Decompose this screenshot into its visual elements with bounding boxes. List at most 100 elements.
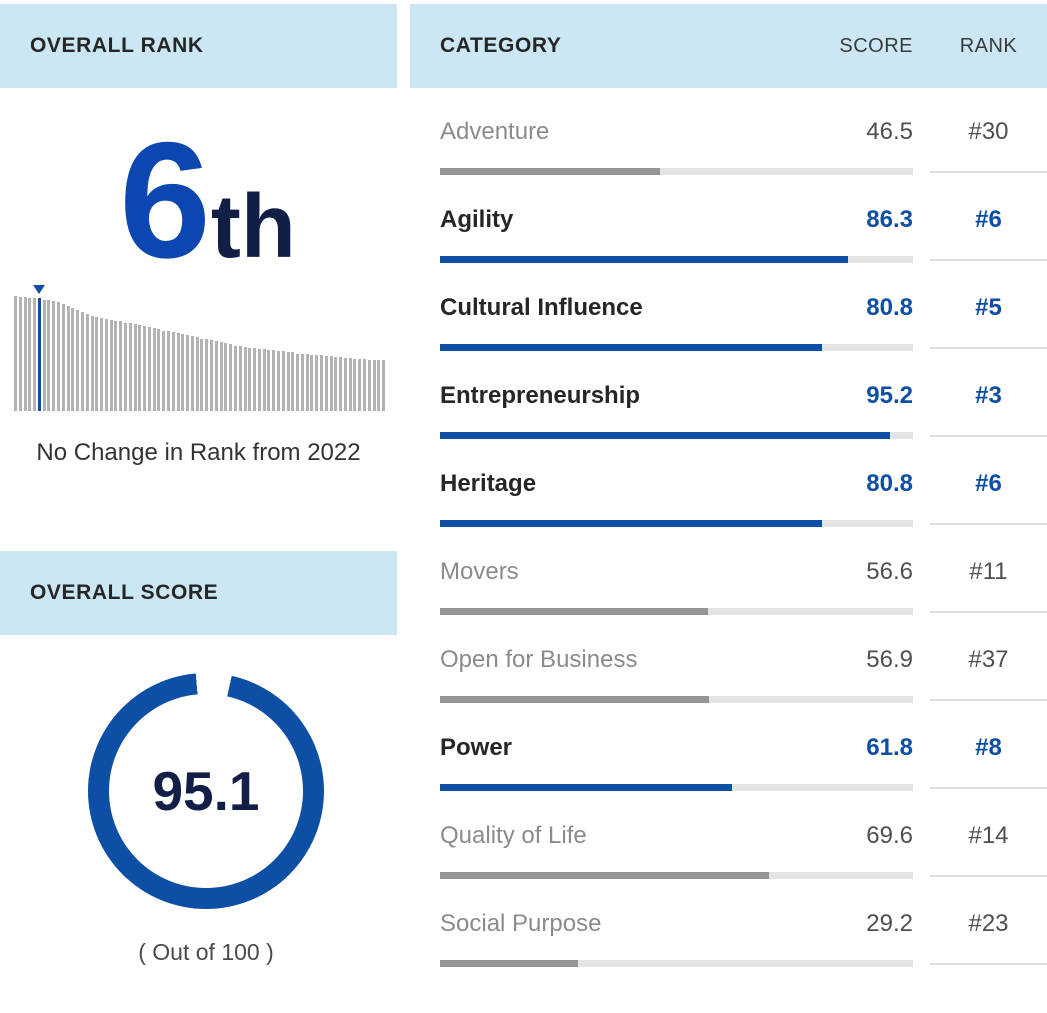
rank-bar <box>200 338 204 411</box>
category-rank-value: #3 <box>975 382 1002 409</box>
rank-bar <box>224 343 228 411</box>
category-label: Cultural Influence <box>440 294 643 321</box>
rank-bar <box>358 359 362 411</box>
category-row: Power 61.8 #8 <box>410 704 1047 792</box>
category-cell: Agility 86.3 <box>440 176 913 263</box>
category-cell: Cultural Influence 80.8 <box>440 264 913 351</box>
rank-cell: #6 <box>930 440 1047 525</box>
rank-cell: #37 <box>930 616 1047 701</box>
category-rank-value: #14 <box>968 822 1009 849</box>
rank-bar <box>257 348 261 411</box>
rank-bar <box>18 297 22 411</box>
rank-bar <box>343 358 347 411</box>
score-bar-fill <box>440 960 579 967</box>
score-bar-track <box>440 784 913 791</box>
score-donut-chart: 95.1 <box>88 673 324 909</box>
category-row: Quality of Life 69.6 #14 <box>410 792 1047 880</box>
rank-cell: #8 <box>930 704 1047 789</box>
score-bar-fill <box>440 344 823 351</box>
rank-bar <box>190 336 194 411</box>
rank-bar <box>219 342 223 411</box>
rank-bar <box>348 358 352 411</box>
rank-bar <box>248 347 252 411</box>
category-line: Quality of Life 69.6 <box>440 822 913 850</box>
rank-bar <box>143 325 147 411</box>
category-cell: Adventure 46.5 <box>440 88 913 175</box>
score-bar-track <box>440 696 913 703</box>
rank-bar <box>47 299 51 411</box>
rank-bar <box>100 317 104 411</box>
score-bar-track <box>440 344 913 351</box>
category-label: Movers <box>440 558 519 585</box>
rank-bar <box>128 322 132 411</box>
overall-rank-display: 6 th <box>0 118 397 283</box>
category-cell: Heritage 80.8 <box>440 440 913 527</box>
rank-bar <box>109 320 113 411</box>
category-label: Adventure <box>440 118 550 145</box>
rank-underline <box>930 347 1047 349</box>
rank-cell: #3 <box>930 352 1047 437</box>
rank-bar <box>119 321 123 411</box>
rank-bar <box>167 330 170 411</box>
rank-bar <box>276 351 280 411</box>
rank-bar <box>372 360 376 411</box>
rank-underline <box>930 787 1047 789</box>
rank-bar <box>147 327 151 411</box>
rank-cell: #11 <box>930 528 1047 613</box>
category-table-header: CATEGORY SCORE RANK <box>410 4 1047 88</box>
category-rank-value: #11 <box>969 558 1008 585</box>
overall-score-value: 95.1 <box>152 760 260 822</box>
category-line: Cultural Influence 80.8 <box>440 294 913 322</box>
rank-bar <box>162 330 166 411</box>
category-line: Social Purpose 29.2 <box>440 910 913 938</box>
score-bar-fill <box>440 872 770 879</box>
rank-cell: #14 <box>930 792 1047 877</box>
category-cell: Social Purpose 29.2 <box>440 880 913 967</box>
category-line: Movers 56.6 <box>440 558 913 586</box>
category-column-header: CATEGORY <box>440 34 562 57</box>
category-panel: CATEGORY SCORE RANK Adventure 46.5 #30 A… <box>410 0 1047 968</box>
score-bar-track <box>440 432 913 439</box>
score-column-header: SCORE <box>839 35 913 57</box>
score-bar-track <box>440 960 913 967</box>
category-rank-value: #5 <box>975 294 1002 321</box>
category-row: Social Purpose 29.2 #23 <box>410 880 1047 968</box>
rank-distribution-chart <box>14 285 386 411</box>
category-row: Open for Business 56.9 #37 <box>410 616 1047 704</box>
rank-bar <box>233 345 237 411</box>
category-score-value: 80.8 <box>866 294 913 321</box>
rank-bar <box>281 351 285 411</box>
rank-bar <box>210 339 214 411</box>
category-score-value: 95.2 <box>866 382 913 409</box>
rank-bar <box>157 329 161 411</box>
score-bar-track <box>440 168 913 175</box>
rank-bar <box>377 360 381 411</box>
rank-bar <box>334 357 338 411</box>
category-score-value: 86.3 <box>866 206 913 233</box>
rank-bar <box>171 331 175 411</box>
overall-score-donut-wrap: 95.1 ( Out of 100 ) <box>88 673 324 966</box>
category-row: Movers 56.6 #11 <box>410 528 1047 616</box>
category-line: Power 61.8 <box>440 734 913 762</box>
rank-bar <box>324 355 328 411</box>
rank-bar <box>76 309 80 411</box>
overall-panel: OVERALL RANK 6 th No Change in Rank from… <box>0 0 397 968</box>
overall-score-title: OVERALL SCORE <box>30 581 219 604</box>
rank-bar <box>95 316 99 411</box>
score-bar-fill <box>440 784 733 791</box>
category-rank-value: #30 <box>968 118 1009 145</box>
score-bar-track <box>440 608 913 615</box>
rank-bar <box>133 323 137 411</box>
rank-bar <box>315 354 319 411</box>
rank-bar <box>291 352 295 411</box>
category-row: Entrepreneurship 95.2 #3 <box>410 352 1047 440</box>
rank-bar <box>243 346 247 411</box>
rank-underline <box>930 171 1047 173</box>
rank-bar <box>14 296 17 411</box>
category-table-body: Adventure 46.5 #30 Agility 86.3 #6 <box>410 88 1047 968</box>
category-score-value: 56.6 <box>866 558 913 585</box>
rank-bar <box>152 328 156 411</box>
score-bar-fill <box>440 432 891 439</box>
rank-bar <box>28 298 32 411</box>
rank-underline <box>930 875 1047 877</box>
